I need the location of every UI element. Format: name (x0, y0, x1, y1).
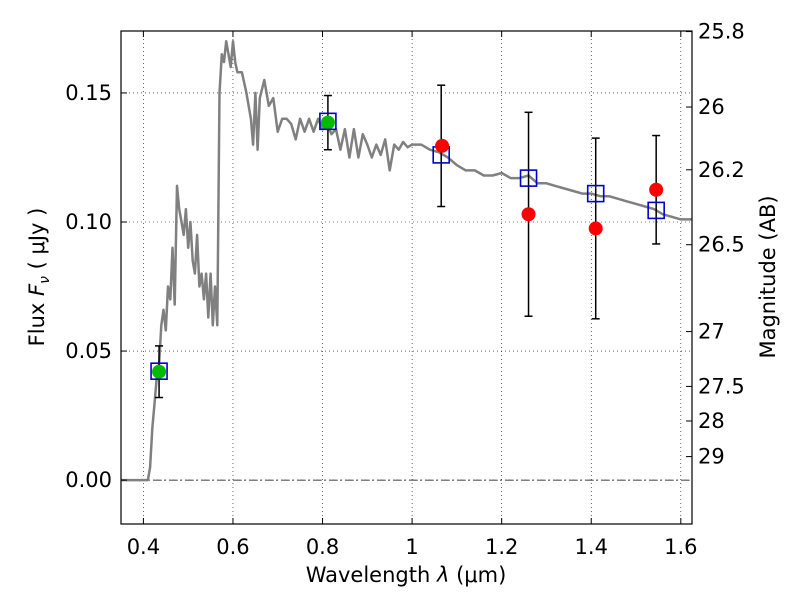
plot-background (121, 31, 692, 524)
y-tick-label: 0.05 (65, 339, 112, 363)
measurement-point (521, 207, 536, 222)
y2-tick-label: 25.8 (698, 20, 745, 44)
model-band-square (519, 169, 538, 187)
model-band-markers (150, 112, 665, 380)
x-tick-label: 0.4 (127, 535, 160, 559)
detection-points (152, 115, 335, 379)
detection-point (320, 115, 335, 130)
measurement-point (588, 221, 603, 236)
axis-ticks: 0.4 0.6 0.8 1 1.2 1.4 1.6 0.00 0.05 0.10 0.15 25.8 2… (65, 20, 745, 559)
y2-tick-label: 26.5 (698, 233, 745, 257)
measurement-point (649, 182, 664, 197)
model-band-square (319, 112, 337, 131)
x-tick-label: 1.2 (485, 535, 518, 559)
x-tick-label: 0.8 (306, 535, 339, 559)
y2-tick-label: 29 (698, 445, 725, 469)
x-tick-label: 1.6 (664, 535, 697, 559)
model-band-square (647, 201, 665, 220)
x-tick-label: 1.4 (575, 535, 608, 559)
measurement-point (435, 138, 450, 153)
detection-point (152, 364, 167, 379)
y-tick-label: 0.10 (65, 210, 112, 234)
model-band-square (586, 184, 605, 203)
measurement-points (435, 138, 664, 236)
x-tick-label: 1 (405, 535, 418, 559)
y2-tick-label: 27 (698, 320, 725, 344)
y2-tick-label: 27.5 (698, 374, 745, 398)
x-axis-label: Wavelength λ (μm) (306, 563, 507, 587)
y2-tick-label: 28 (698, 409, 725, 433)
y-axis-label: Flux Fν ( μJy ) (25, 208, 53, 347)
y2-tick-label: 26.2 (698, 158, 745, 182)
y-tick-label: 0.00 (65, 468, 112, 492)
model-band-square (150, 362, 168, 380)
x-tick-label: 0.6 (216, 535, 249, 559)
y2-tick-label: 26 (698, 95, 725, 119)
y-tick-label: 0.15 (65, 81, 112, 105)
secondary-y-axis-label: Magnitude (AB) (756, 195, 780, 358)
plot-frame (120, 30, 693, 525)
